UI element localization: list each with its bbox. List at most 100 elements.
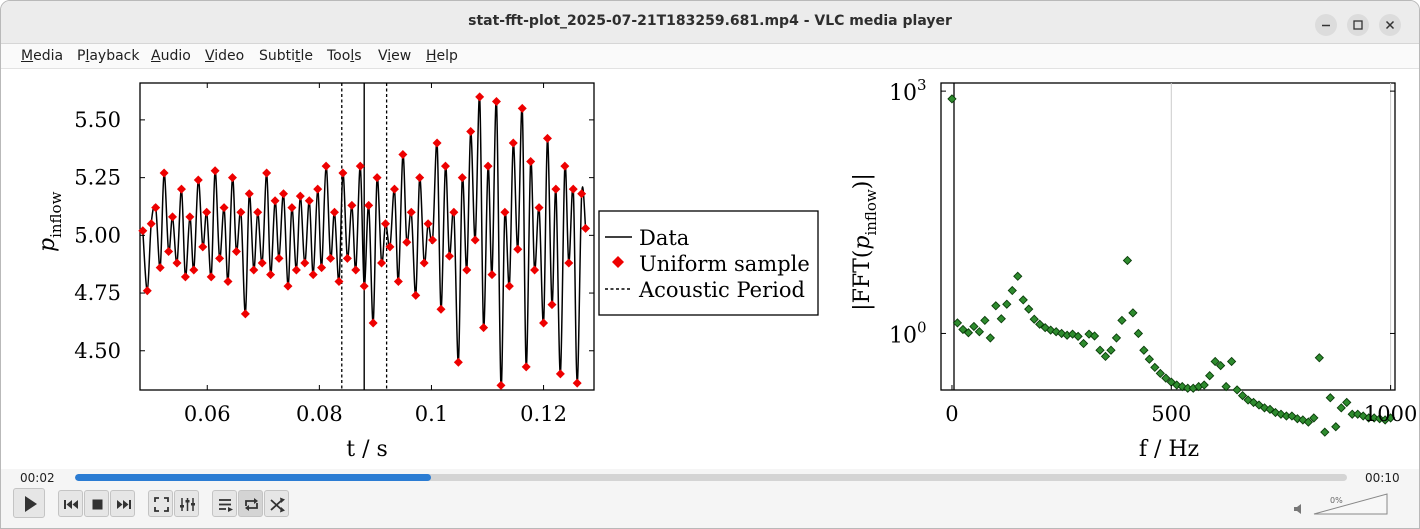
fft-marker (958, 324, 968, 335)
previous-button[interactable] (58, 490, 83, 517)
uniform-sample-marker (342, 253, 352, 263)
menu-tools[interactable]: Tools (327, 48, 362, 64)
menu-subtitle[interactable]: Subtitle (259, 48, 314, 64)
fft-marker (1117, 315, 1127, 326)
right-plot-frame (940, 82, 1396, 391)
fft-marker (1254, 400, 1264, 410)
fft-marker (1007, 285, 1017, 296)
uniform-sample-marker (508, 138, 518, 148)
right-ytick-label: 103 (889, 76, 927, 106)
fft-marker (1035, 319, 1045, 329)
minimize-icon (1322, 24, 1330, 27)
fft-marker (1342, 397, 1352, 408)
uniform-sample-marker (542, 133, 552, 143)
right-xtick-label: 1000 (1364, 402, 1417, 426)
uniform-sample-marker (389, 184, 399, 194)
fft-marker (1002, 299, 1012, 309)
left-ytick-label: 5.00 (74, 223, 121, 247)
left-xtick-label: 0.1 (415, 402, 448, 426)
fft-marker (1314, 353, 1324, 363)
uniform-sample-marker (313, 184, 323, 194)
close-button[interactable] (1379, 14, 1401, 36)
fft-marker (1024, 304, 1034, 314)
uniform-sample-marker (202, 207, 212, 217)
uniform-sample-marker (185, 212, 195, 222)
fft-marker (1210, 356, 1220, 367)
fft-marker (1095, 345, 1105, 355)
loop-button[interactable] (238, 490, 263, 517)
speaker-icon[interactable] (1293, 503, 1305, 515)
skip-forward-icon (117, 500, 131, 509)
maximize-button[interactable] (1347, 14, 1369, 36)
playlist-button[interactable] (212, 490, 237, 517)
seek-bar[interactable] (75, 474, 1347, 481)
uniform-sample-marker (462, 265, 472, 275)
volume-slider[interactable] (1313, 493, 1389, 515)
uniform-sample-marker (138, 226, 148, 236)
uniform-sample-marker (547, 300, 557, 310)
fft-marker (1358, 411, 1368, 421)
menu-media[interactable]: Media (21, 48, 64, 64)
shuffle-icon (270, 497, 285, 513)
fft-marker (1331, 422, 1341, 432)
uniform-sample-marker (380, 219, 390, 229)
uniform-sample-marker (176, 184, 186, 194)
fft-marker (1056, 328, 1067, 339)
fft-plot: 0 500 1000 100 103 |FFT(pinflow)| f / Hz (850, 76, 1417, 462)
uniform-sample-marker (270, 196, 280, 206)
uniform-sample-marker (308, 270, 318, 280)
menu-playback[interactable]: Playback (77, 48, 140, 64)
elapsed-time: 00:02 (20, 471, 55, 485)
skip-back-icon (64, 500, 78, 509)
uniform-sample-marker (440, 161, 450, 171)
stop-button[interactable] (84, 490, 109, 517)
fft-marker (1150, 362, 1160, 373)
fft-marker (947, 94, 957, 104)
uniform-sample-marker (198, 242, 208, 252)
volume-percent: 0% (1330, 496, 1343, 505)
left-xtick-label: 0.08 (296, 402, 343, 426)
menu-video[interactable]: Video (205, 48, 245, 64)
fft-marker (1303, 417, 1314, 427)
menu-view[interactable]: View (378, 48, 412, 64)
uniform-sample-marker (364, 200, 374, 210)
menu-help[interactable]: Help (426, 48, 458, 64)
seek-progress (75, 474, 432, 481)
legend-box (598, 210, 819, 316)
uniform-sample-marker (517, 103, 527, 113)
uniform-sample-marker (287, 203, 297, 213)
minimize-button[interactable] (1315, 14, 1337, 36)
uniform-sample-marker (151, 203, 161, 213)
fft-marker (1309, 413, 1319, 423)
play-icon (25, 496, 37, 512)
uniform-sample-marker (504, 281, 514, 291)
video-area[interactable]: 0.06 0.08 0.1 0.12 4.50 4.75 5.00 5.25 5.50 pin… (1, 70, 1419, 469)
uniform-sample-marker (159, 168, 169, 178)
uniform-sample-marker (210, 166, 220, 176)
fft-marker (1287, 411, 1297, 421)
uniform-sample-marker (444, 251, 454, 261)
fft-marker (1226, 356, 1237, 367)
extended-settings-button[interactable] (174, 490, 199, 517)
uniform-sample-marker (262, 168, 272, 178)
legend-entry-data: Data (639, 226, 689, 250)
play-button[interactable] (13, 488, 45, 518)
uniform-sample-marker (377, 258, 387, 268)
fft-marker (1248, 397, 1259, 408)
shuffle-button[interactable] (264, 490, 289, 517)
uniform-sample-marker (453, 357, 463, 367)
close-icon (1385, 20, 1395, 30)
uniform-sample-marker (423, 219, 433, 229)
uniform-sample-marker (513, 244, 523, 254)
menu-audio[interactable]: Audio (151, 48, 191, 64)
fullscreen-button[interactable] (148, 490, 173, 517)
fft-marker (1122, 255, 1133, 266)
fft-marker (1221, 381, 1231, 392)
fft-marker (1375, 414, 1385, 424)
next-button[interactable] (110, 490, 135, 517)
uniform-sample-marker (372, 173, 382, 183)
video-frame-plots: 0.06 0.08 0.1 0.12 4.50 4.75 5.00 5.25 5.50 pin… (35, 76, 1417, 462)
right-xlabel: f / Hz (1139, 437, 1199, 462)
uniform-sample-marker (231, 247, 241, 257)
